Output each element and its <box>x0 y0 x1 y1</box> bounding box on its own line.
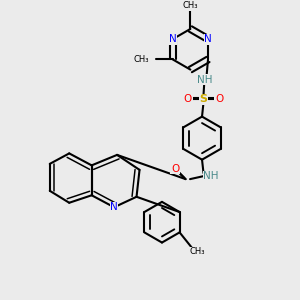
Text: O: O <box>215 94 223 104</box>
Text: O: O <box>184 94 192 104</box>
Text: N: N <box>204 34 212 44</box>
Text: CH₃: CH₃ <box>183 1 198 10</box>
Text: CH₃: CH₃ <box>190 247 205 256</box>
Text: N: N <box>169 34 177 44</box>
Text: O: O <box>171 164 179 174</box>
Text: N: N <box>110 202 118 212</box>
Text: S: S <box>200 94 208 104</box>
Text: CH₃: CH₃ <box>133 55 149 64</box>
Text: NH: NH <box>203 171 219 181</box>
Text: NH: NH <box>197 75 213 85</box>
